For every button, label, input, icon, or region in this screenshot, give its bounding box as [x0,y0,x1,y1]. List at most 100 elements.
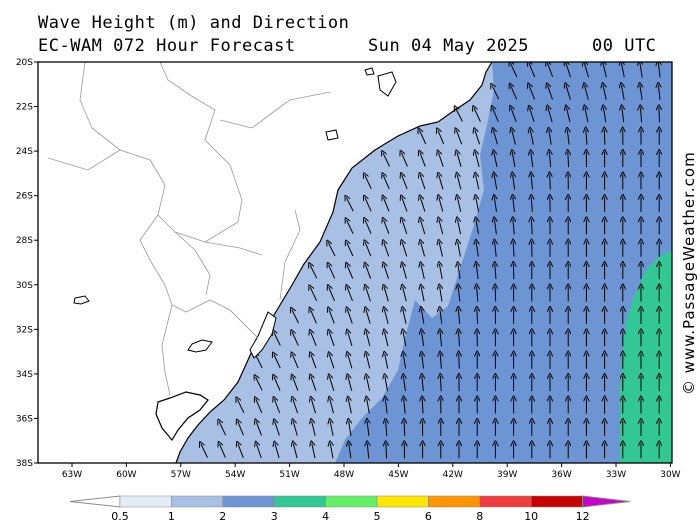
forecast-date: Sun 04 May 2025 [368,36,530,56]
wave-arrow [658,63,660,78]
wave-arrow [312,421,316,436]
wave-arrow [293,399,299,414]
wave-arrow [419,130,427,145]
wave-arrow [275,421,280,436]
wave-arrow [403,331,406,347]
wave-arrow [311,399,316,414]
wave-arrow [640,85,642,100]
wave-arrow [531,152,533,168]
colorbar-high-end [582,495,631,508]
wave-arrow [365,242,372,257]
inland-lake [73,295,90,305]
wave-arrow [403,287,407,302]
wave-arrow [513,175,515,190]
wave-arrow [256,399,263,414]
wave-arrow [349,443,351,459]
wave-arrow [256,377,263,391]
wave-arrow [329,332,335,347]
wave-arrow [585,107,588,123]
wave-arrow [439,264,442,280]
colorbar-swatch [222,495,275,508]
wave-arrow [365,220,372,234]
lat-label: 28S [16,236,33,246]
wave-arrow [531,175,532,190]
wave-arrow [310,265,318,279]
wave-arrow [440,354,441,369]
wave-arrow [421,242,426,257]
colorbar-label: 0.5 [111,510,129,523]
wave-arrow [274,377,281,391]
wave-arrow [310,310,317,324]
lon-label: 54W [225,470,245,480]
wave-arrow [274,354,281,369]
wave-arrow [459,354,460,369]
lon-label: 57W [171,470,191,480]
wave-arrow [367,443,368,459]
wave-arrow [219,444,226,458]
wave-arrow [476,242,478,257]
political-borders [47,62,331,396]
wave-arrow [384,220,390,234]
rio-de-la-plata [155,391,209,442]
wave-arrow [640,107,641,123]
wave-arrow [330,399,334,414]
colorbar-label: 1 [168,510,175,523]
colorbar-low-end [69,495,121,508]
lon-label: 39W [497,470,517,480]
colorbar-label: 12 [576,510,590,523]
wave-arrow [492,86,500,100]
wave-arrow [458,309,459,324]
wave-arrow [658,85,660,100]
wave-arrow [567,130,569,145]
wave-arrow [422,354,424,369]
wave-arrow [348,376,353,392]
wave-arrow [439,175,444,190]
wave-arrow [439,242,443,257]
wave-arrow [420,175,426,190]
wave-arrow [476,219,479,235]
wave-arrow [365,265,372,279]
wave-arrow [256,421,262,436]
wave-arrow [329,287,335,302]
wave-direction-arrows [201,63,660,459]
model-label: EC-WAM 072 Hour Forecast [38,36,296,56]
wave-arrow [494,152,498,168]
lon-label: 36W [551,470,571,480]
colorbar-label: 5 [374,510,381,523]
wave-arrow [586,130,587,145]
wave-arrow [238,422,244,436]
lat-label: 34S [16,370,33,380]
wave-arrow [659,107,660,123]
wave-arrow [494,219,496,235]
colorbar-swatch [273,495,326,508]
lon-label: 45W [388,470,408,480]
wave-arrow [440,309,442,324]
wave-arrow [292,354,299,369]
wave-arrow [421,287,424,302]
wave-arrow [403,354,405,369]
wave-arrow [292,310,299,324]
wave-arrow [476,175,480,190]
colorbar-swatch [119,495,172,508]
wave-arrow [347,242,354,257]
wave-arrow [457,220,462,235]
lon-label: 48W [334,470,354,480]
wave-arrow [477,287,478,302]
lon-label: 60W [116,470,136,480]
wave-arrow [438,153,444,167]
wave-arrow [476,264,478,280]
wave-arrow [459,331,460,347]
wave-arrow [440,331,442,347]
wave-arrow [311,332,317,346]
wave-arrow [420,220,426,235]
wave-arrow [404,421,405,436]
wave-arrow [292,332,299,346]
wave-arrow [566,85,571,100]
wave-arrow [440,287,442,302]
wave-arrow [640,63,642,78]
wave-arrow [621,63,624,78]
wave-arrow [385,376,388,392]
wave-arrow [474,108,481,122]
wave-arrow [384,265,389,279]
